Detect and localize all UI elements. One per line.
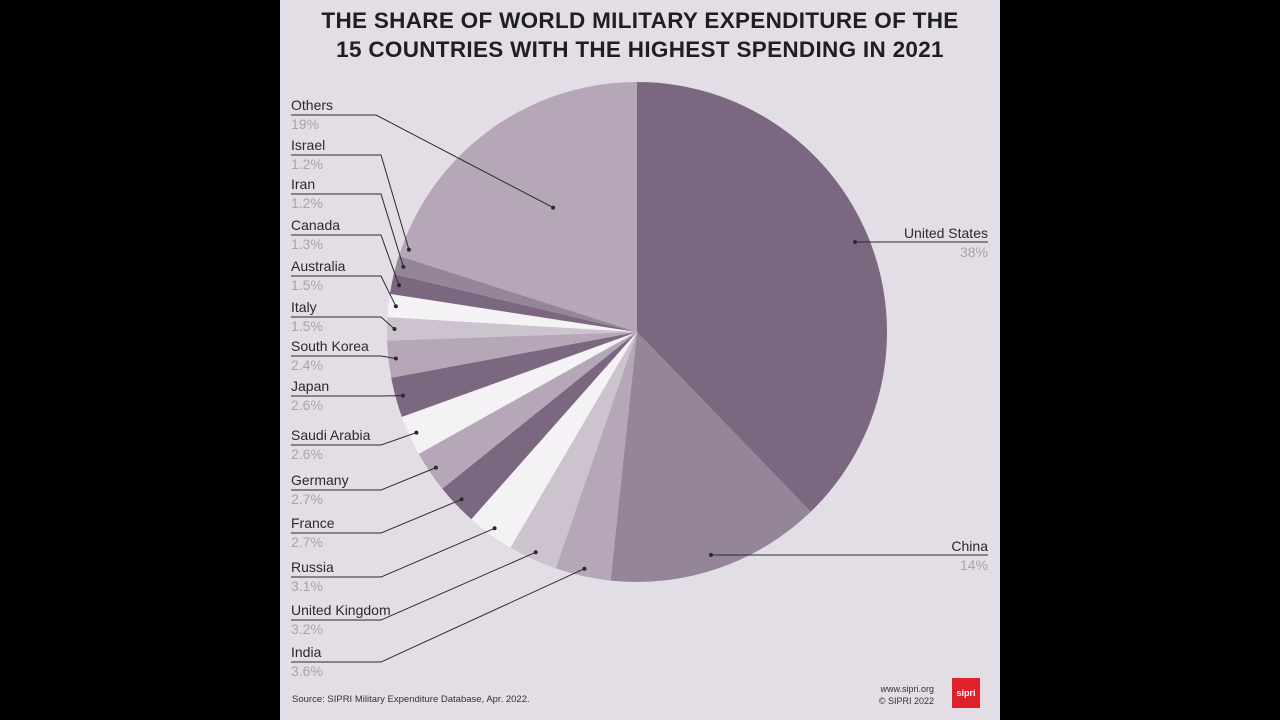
slice-italy	[387, 317, 637, 341]
leader-canada	[291, 234, 400, 286]
label-italy: Italy	[291, 299, 317, 315]
slice-russia	[471, 332, 637, 548]
slice-china	[610, 332, 811, 582]
leader-dot-india	[582, 566, 587, 571]
leader-dot-israel	[406, 247, 411, 252]
slice-south-korea	[387, 332, 637, 378]
value-israel: 1.2%	[291, 156, 323, 172]
label-saudi-arabia: Saudi Arabia	[291, 427, 371, 443]
chart-title: THE SHARE OF WORLD MILITARY EXPENDITURE …	[280, 6, 1000, 64]
leader-australia	[291, 275, 397, 307]
leader-dot-united-kingdom	[533, 550, 538, 555]
label-russia: Russia	[291, 559, 334, 575]
slice-france	[442, 332, 637, 520]
label-china: China	[951, 538, 988, 554]
leader-israel	[291, 154, 410, 250]
label-australia: Australia	[291, 258, 346, 274]
value-united-states: 38%	[960, 244, 988, 260]
value-united-kingdom: 3.2%	[291, 621, 323, 637]
sipri-logo: sipri	[952, 678, 980, 708]
value-germany: 2.7%	[291, 491, 323, 507]
infographic-card: THE SHARE OF WORLD MILITARY EXPENDITURE …	[280, 0, 1000, 720]
leader-dot-saudi-arabia	[414, 430, 419, 435]
slice-united-kingdom	[510, 332, 637, 569]
leader-dot-japan	[401, 393, 405, 398]
slice-canada	[389, 273, 637, 332]
slice-saudi-arabia	[401, 332, 637, 454]
source-note: Source: SIPRI Military Expenditure Datab…	[292, 694, 530, 705]
label-united-kingdom: United Kingdom	[291, 602, 391, 618]
value-japan: 2.6%	[291, 397, 323, 413]
leader-iran	[291, 193, 404, 268]
slice-japan	[391, 332, 637, 417]
leader-france	[291, 498, 462, 534]
label-iran: Iran	[291, 176, 315, 192]
credit-url: www.sipri.org	[880, 684, 934, 694]
value-south-korea: 2.4%	[291, 357, 323, 373]
leader-others	[291, 114, 554, 209]
leader-united-kingdom	[291, 551, 536, 621]
pie-slices	[387, 82, 887, 582]
value-china: 14%	[960, 557, 988, 573]
label-israel: Israel	[291, 137, 325, 153]
slice-germany	[418, 332, 637, 489]
label-others: Others	[291, 97, 333, 113]
label-japan: Japan	[291, 378, 329, 394]
leader-saudi-arabia	[291, 432, 417, 446]
value-australia: 1.5%	[291, 277, 323, 293]
slice-united-states	[637, 82, 887, 512]
slice-iran	[393, 255, 637, 332]
value-saudi-arabia: 2.6%	[291, 446, 323, 462]
slice-labels: United States 38% China 14% India 3.6% United …	[291, 97, 988, 679]
leader-dot-others	[551, 205, 556, 210]
value-italy: 1.5%	[291, 318, 323, 334]
label-france: France	[291, 515, 335, 531]
value-canada: 1.3%	[291, 236, 323, 252]
leader-india	[291, 568, 585, 663]
label-united-states: United States	[904, 225, 988, 241]
leader-dot-iran	[401, 264, 406, 269]
title-line-1: THE SHARE OF WORLD MILITARY EXPENDITURE …	[321, 8, 959, 33]
leader-dot-france	[459, 497, 464, 502]
slice-israel	[398, 238, 637, 332]
label-germany: Germany	[291, 472, 349, 488]
leader-dot-australia	[393, 304, 398, 309]
leader-russia	[291, 527, 495, 578]
leader-south-korea	[291, 355, 396, 359]
leader-germany	[291, 467, 437, 491]
leader-dot-germany	[433, 465, 438, 470]
leader-dot-south-korea	[393, 356, 398, 361]
leader-dot-united-states	[853, 240, 857, 244]
credit-copyright: © SIPRI 2022	[878, 696, 934, 706]
slice-others	[405, 82, 637, 332]
label-south-korea: South Korea	[291, 338, 369, 354]
value-india: 3.6%	[291, 663, 323, 679]
credit: www.sipri.org © SIPRI 2022	[879, 683, 934, 707]
value-france: 2.7%	[291, 534, 323, 550]
value-russia: 3.1%	[291, 578, 323, 594]
label-canada: Canada	[291, 217, 340, 233]
leader-dot-italy	[392, 327, 397, 331]
leader-dot-china	[709, 553, 713, 557]
leader-dot-russia	[492, 526, 497, 531]
value-others: 19%	[291, 116, 319, 132]
leader-dot-canada	[397, 283, 401, 288]
leader-lines	[291, 114, 988, 663]
leader-italy	[291, 316, 395, 330]
value-iran: 1.2%	[291, 195, 323, 211]
slice-australia	[387, 293, 637, 332]
label-india: India	[291, 644, 322, 660]
pie-chart: United States 38% China 14% India 3.6% United …	[291, 82, 988, 679]
title-line-2: 15 COUNTRIES WITH THE HIGHEST SPENDING I…	[336, 37, 944, 62]
slice-india	[555, 332, 637, 581]
